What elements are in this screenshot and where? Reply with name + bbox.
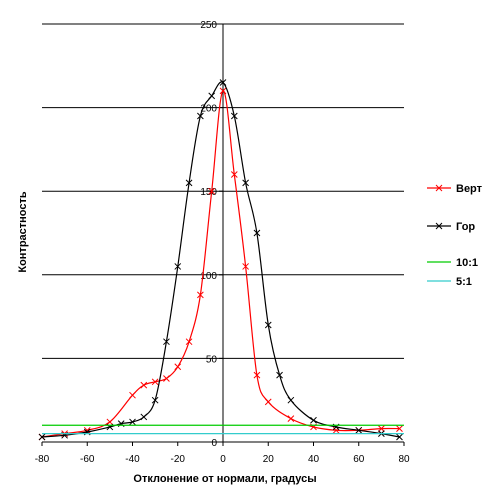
legend-item-2: 10:1 xyxy=(427,257,478,269)
series-0-point xyxy=(287,415,295,422)
y-tick-label: 250 xyxy=(200,20,217,31)
series-0-point xyxy=(253,371,261,379)
series-1-point xyxy=(242,179,249,187)
x-axis-title: Отклонение от нормали, градусы xyxy=(133,473,316,485)
series-1-point xyxy=(264,321,272,329)
series-0-point xyxy=(151,378,159,386)
x-tick-label: 60 xyxy=(353,454,365,465)
series-0-point xyxy=(396,425,403,432)
series-1-point xyxy=(163,338,170,346)
series-0-point xyxy=(219,87,227,95)
legend-marker xyxy=(435,184,443,192)
series-1-point xyxy=(396,433,403,441)
series-1-point xyxy=(197,112,204,120)
legend-item-1: Гор xyxy=(427,221,475,233)
legend-label: Верт xyxy=(456,183,483,195)
y-tick-label: 100 xyxy=(200,271,217,282)
series-0-point xyxy=(208,187,216,195)
y-axis-title: Контрастность xyxy=(17,191,29,273)
series-1-point xyxy=(310,416,317,424)
series-1-point xyxy=(185,179,193,187)
y-tick-label: 200 xyxy=(200,104,217,115)
axes xyxy=(41,23,405,446)
x-tick-label: -40 xyxy=(125,454,140,465)
x-tick-label: 0 xyxy=(220,454,226,465)
series-1-point xyxy=(287,396,295,404)
series-1-point xyxy=(230,112,238,120)
x-tick-label: 20 xyxy=(263,454,275,465)
series-0-point xyxy=(129,391,136,399)
legend-marker xyxy=(435,222,443,230)
series-0-point xyxy=(140,381,148,389)
y-tick-label: 0 xyxy=(211,438,217,449)
legend-label: Гор xyxy=(456,221,475,233)
series-1-point xyxy=(38,433,46,441)
series-0-point xyxy=(242,263,249,270)
series-0 xyxy=(38,87,403,441)
series-1-point xyxy=(151,396,159,404)
series-1-point xyxy=(253,229,261,237)
x-tick-label: -80 xyxy=(35,454,50,465)
series-0-point xyxy=(197,291,204,299)
y-tick-label: 150 xyxy=(200,187,217,198)
series-0-point xyxy=(230,171,238,178)
y-tick-label: 50 xyxy=(206,354,218,365)
series-1-point xyxy=(174,263,182,270)
legend-label: 10:1 xyxy=(456,257,478,269)
series-1-point xyxy=(208,92,216,100)
series-0-point xyxy=(185,338,193,346)
x-tick-label: 80 xyxy=(398,454,410,465)
series-0-point xyxy=(264,398,272,406)
legend: Верт Гор 10:1 5:1 xyxy=(427,183,483,288)
series-0-point xyxy=(106,418,114,426)
series-0-point xyxy=(174,363,182,371)
series-1-point xyxy=(219,79,227,86)
x-tick-label: 40 xyxy=(308,454,320,465)
legend-item-0: Верт xyxy=(427,183,483,195)
x-tick-label: -60 xyxy=(80,454,95,465)
legend-item-3: 5:1 xyxy=(427,276,472,288)
series-1-point xyxy=(355,426,363,434)
legend-label: 5:1 xyxy=(456,276,472,288)
series-1-point xyxy=(276,371,283,379)
series-0-point xyxy=(378,425,385,432)
tick-labels: -80 -60 -40 -20 0 20 40 60 80 0 50 100 150 200 250 xyxy=(35,20,410,465)
series-0-point xyxy=(163,375,170,382)
series-group xyxy=(38,79,404,441)
x-tick-label: -20 xyxy=(171,454,186,465)
series-1 xyxy=(38,79,403,441)
series-1-point xyxy=(129,418,136,426)
series-1-point xyxy=(140,413,148,421)
